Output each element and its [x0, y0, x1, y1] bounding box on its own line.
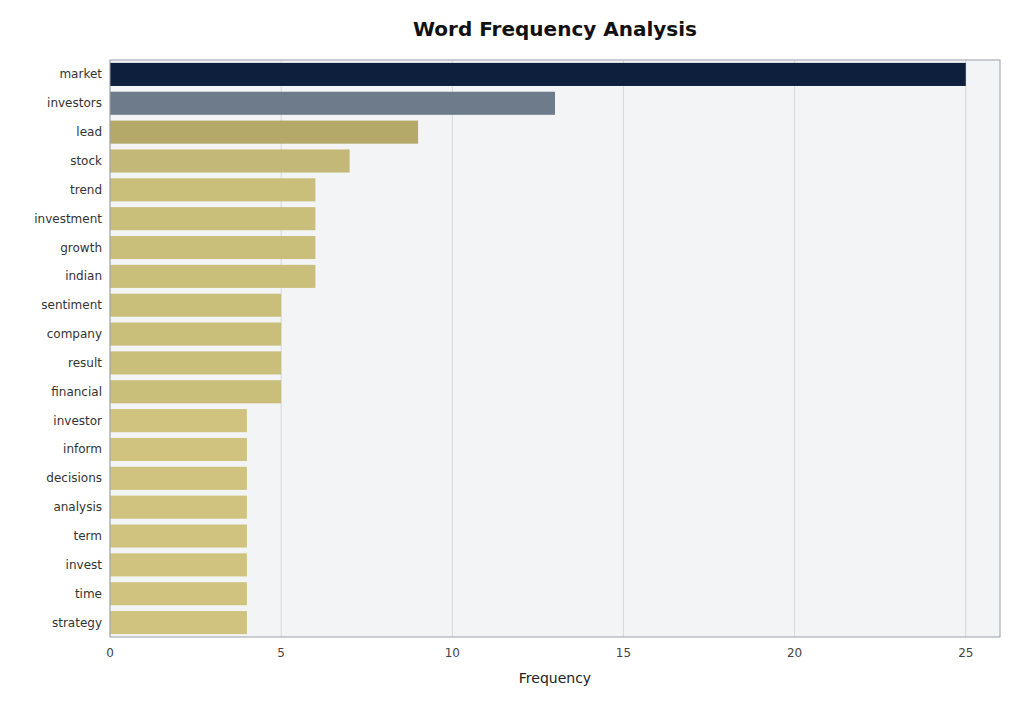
category-label: sentiment — [41, 298, 102, 312]
category-label: result — [68, 356, 102, 370]
bar — [110, 553, 247, 576]
plot-background — [110, 60, 1000, 637]
bar — [110, 265, 315, 288]
bar — [110, 149, 350, 172]
category-label: investor — [53, 414, 102, 428]
grid-line — [281, 60, 282, 637]
bar — [110, 178, 315, 201]
category-label: inform — [63, 442, 102, 456]
category-label: analysis — [53, 500, 102, 514]
bar — [110, 294, 281, 317]
bar — [110, 92, 555, 115]
tick-label: 15 — [616, 646, 631, 660]
bar — [110, 121, 418, 144]
category-label: market — [59, 67, 102, 81]
bar — [110, 236, 315, 259]
bar — [110, 438, 247, 461]
tick-label: 25 — [958, 646, 973, 660]
chart-svg: 0 5 10 15 20 25 market investors lead stock trend i… — [0, 0, 1035, 701]
bar — [110, 63, 966, 86]
bars — [110, 63, 966, 634]
category-label: strategy — [52, 616, 102, 630]
category-label: indian — [65, 269, 102, 283]
bar — [110, 611, 247, 634]
plot-frame — [110, 60, 1000, 637]
category-label: company — [47, 327, 102, 341]
bar — [110, 496, 247, 519]
tick-label: 0 — [106, 646, 114, 660]
bar — [110, 409, 247, 432]
bar — [110, 351, 281, 374]
category-label: term — [74, 529, 103, 543]
category-label: investors — [47, 96, 102, 110]
category-label: trend — [70, 183, 102, 197]
chart-title: Word Frequency Analysis — [413, 17, 697, 41]
bar — [110, 524, 247, 547]
category-label: invest — [66, 558, 103, 572]
grid-line — [965, 60, 966, 637]
category-label: decisions — [46, 471, 102, 485]
category-label: lead — [76, 125, 102, 139]
chart-container: 0 5 10 15 20 25 market investors lead stock trend i… — [0, 0, 1035, 701]
grid-line — [623, 60, 624, 637]
category-label: investment — [34, 212, 102, 226]
category-label: stock — [70, 154, 102, 168]
tick-label: 5 — [277, 646, 285, 660]
tick-label: 10 — [445, 646, 460, 660]
category-label: time — [75, 587, 102, 601]
grid-line — [452, 60, 453, 637]
plot-area: 0 5 10 15 20 25 market investors lead stock trend i… — [34, 60, 1000, 660]
bar — [110, 380, 281, 403]
bar — [110, 207, 315, 230]
bar — [110, 467, 247, 490]
grid-line — [794, 60, 795, 637]
category-label: financial — [51, 385, 102, 399]
bar — [110, 323, 281, 346]
category-label: growth — [60, 241, 102, 255]
tick-label: 20 — [787, 646, 802, 660]
x-axis-title: Frequency — [519, 670, 591, 686]
bar — [110, 582, 247, 605]
